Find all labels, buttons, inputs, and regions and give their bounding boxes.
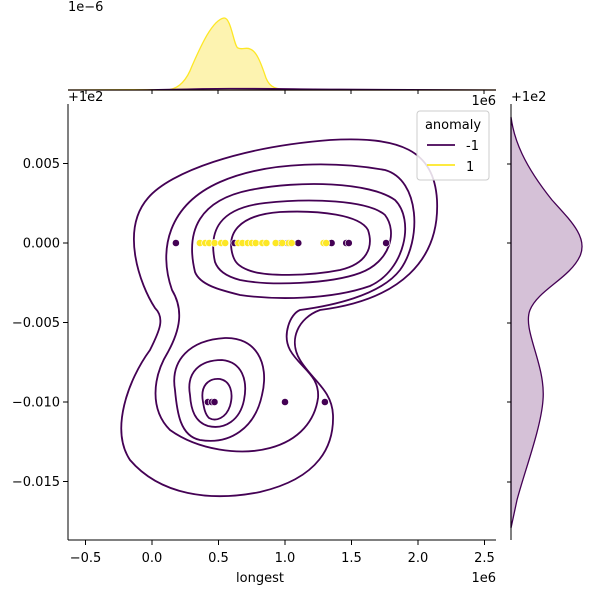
series-neg-point [210,398,219,406]
right-marginal-density [510,116,583,529]
right-marginal: +1e2 [507,90,583,540]
top-marginal-density-pos [67,17,497,91]
top-marginal: 1e−6 1e6 [67,0,497,109]
series-pos-point [262,239,271,247]
x-offset-label: 1e6 [471,571,496,586]
legend-label-neg: -1 [466,139,479,154]
main-axes: −0.5 0.0 0.5 1.0 1.5 2.0 2.5 0.005 0.000 −0.005 −… [12,90,496,586]
y-tick-label: −0.005 [12,316,60,331]
series-pos-point [278,239,287,247]
right-marginal-offset-label: +1e2 [511,90,546,105]
legend-label-pos: 1 [466,160,474,175]
legend-title: anomaly [425,118,481,133]
x-axis-label: longest [236,571,284,586]
x-tick-label: −0.5 [70,551,102,566]
top-marginal-x-offset-label: 1e6 [471,94,496,109]
y-tick-label: 0.000 [23,237,60,252]
series-pos-point [287,239,296,247]
top-marginal-ticks [85,90,485,94]
series-pos-point [221,239,230,247]
series-neg-point [320,398,329,406]
series-neg-point [171,239,180,247]
series-neg-point [294,239,303,247]
series-neg-point [382,239,390,247]
kde-contour-4 [212,199,392,285]
series-pos-points [195,239,331,247]
series-neg-point [344,239,353,247]
y-offset-label: +1e2 [68,90,103,105]
kde-contour-5 [230,210,371,276]
series-pos-point [322,239,331,247]
x-ticks: −0.5 0.0 0.5 1.0 1.5 2.0 2.5 [70,540,495,566]
y-tick-label: −0.015 [12,475,60,490]
x-tick-label: 1.0 [275,551,296,566]
right-marginal-ticks [507,163,511,483]
kde-contour-1 [120,138,438,497]
series-pos-point [210,239,219,247]
series-neg-point [281,398,289,406]
x-tick-label: 0.5 [208,551,229,566]
kde-contour-2 [154,163,416,453]
y-tick-label: 0.005 [23,157,60,172]
kde-contours [120,138,438,497]
kde-contour-6 [173,337,266,442]
y-ticks: 0.005 0.000 −0.005 −0.010 −0.015 [12,157,68,490]
x-tick-label: 2.5 [474,551,495,566]
y-tick-label: −0.010 [12,396,60,411]
legend: anomaly -1 1 [416,110,490,181]
kde-contour-7 [188,359,246,428]
x-tick-label: 0.0 [142,551,163,566]
x-tick-label: 2.0 [408,551,429,566]
series-pos-point [271,239,280,247]
series-neg-points [171,239,390,406]
kde-contour-8 [201,378,233,421]
series-pos-point [251,239,260,247]
top-marginal-offset-label: 1e−6 [68,0,103,15]
x-tick-label: 1.5 [341,551,362,566]
kde-contour-3 [191,183,407,299]
